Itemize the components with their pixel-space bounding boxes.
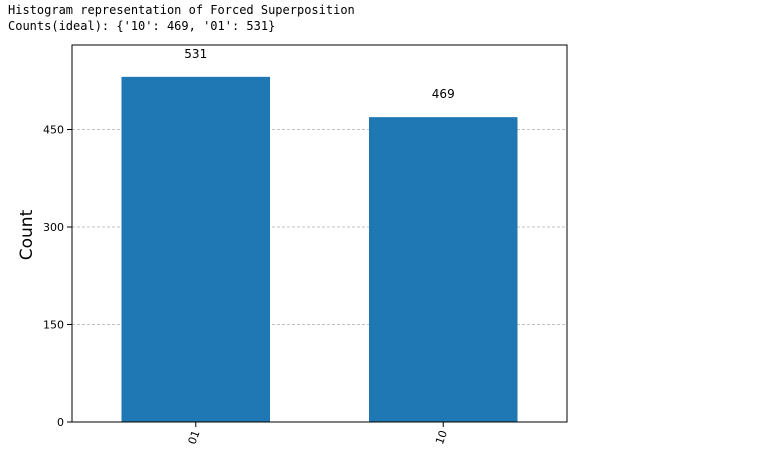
bars bbox=[121, 76, 518, 423]
y-axis-label: Count bbox=[17, 209, 37, 260]
console-line-counts: Counts(ideal): {'10': 469, '01': 531} bbox=[8, 19, 276, 33]
console-output: Histogram representation of Forced Super… bbox=[8, 2, 355, 34]
bar-10 bbox=[369, 117, 518, 423]
bar-01 bbox=[121, 76, 270, 422]
x-axis-ticks: 01 10 bbox=[186, 422, 450, 447]
console-line-title: Histogram representation of Forced Super… bbox=[8, 3, 355, 17]
y-tick-label: 450 bbox=[43, 124, 64, 137]
y-tick-label: 150 bbox=[43, 319, 64, 332]
data-labels: 531 469 bbox=[184, 47, 454, 101]
y-tick-label: 300 bbox=[43, 221, 64, 234]
x-tick-label-01: 01 bbox=[186, 429, 203, 447]
data-label-01: 531 bbox=[184, 47, 207, 61]
x-tick-label-10: 10 bbox=[433, 429, 450, 447]
y-axis-ticks: 0 150 300 450 bbox=[43, 124, 72, 429]
y-tick-label: 0 bbox=[57, 416, 64, 429]
data-label-10: 469 bbox=[432, 87, 455, 101]
plot-frame bbox=[71, 44, 568, 423]
